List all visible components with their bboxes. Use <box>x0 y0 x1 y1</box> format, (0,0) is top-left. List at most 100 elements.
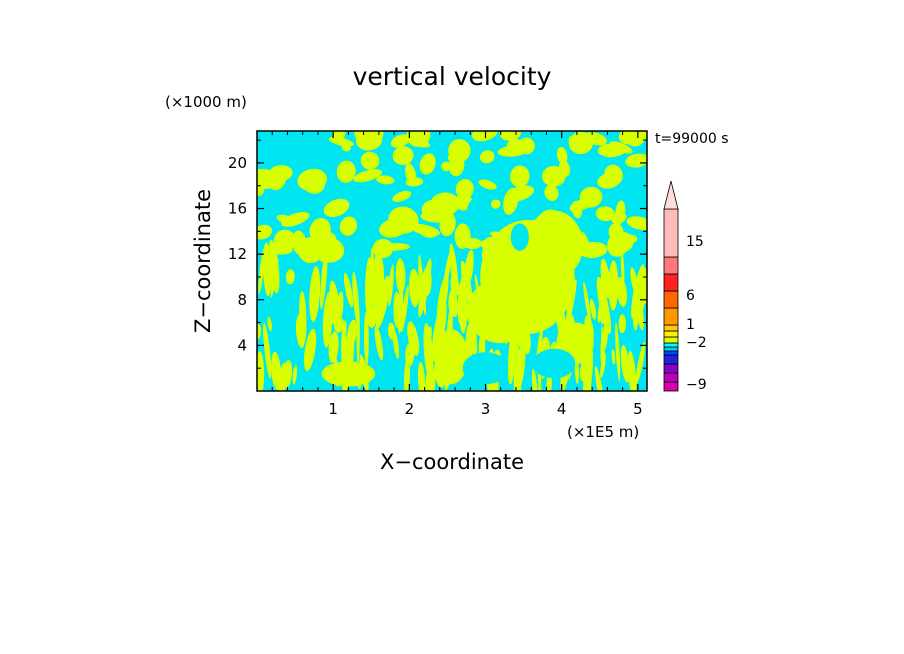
time-label: t=99000 s <box>655 131 729 147</box>
y-axis-ticks: 4 8 12 16 20 <box>228 139 647 369</box>
positive-region <box>343 272 354 308</box>
positive-region <box>466 279 536 344</box>
positive-region <box>589 298 597 320</box>
positive-region <box>257 323 262 340</box>
positive-region <box>638 267 647 290</box>
positive-region <box>409 268 420 308</box>
positive-region <box>257 168 275 182</box>
positive-region <box>405 342 415 367</box>
positive-region <box>615 322 621 381</box>
positive-region <box>320 247 328 309</box>
positive-region <box>262 242 272 297</box>
plot-frame <box>256 130 648 392</box>
positive-region <box>388 322 395 340</box>
y-tick-label: 12 <box>228 245 247 263</box>
positive-region <box>328 331 339 363</box>
colorbar-segment <box>663 256 679 275</box>
positive-region <box>635 291 644 331</box>
positive-region <box>419 153 436 175</box>
positive-region <box>395 258 406 294</box>
colorbar-segment <box>663 307 679 326</box>
colorbar-segment <box>663 363 679 374</box>
positive-region <box>620 345 630 383</box>
x-axis-ticks: 1 2 3 4 5 <box>271 131 643 418</box>
positive-region <box>643 284 647 307</box>
x-tick-label: 4 <box>557 400 567 418</box>
contour-field <box>257 131 647 391</box>
positive-region <box>616 234 638 245</box>
positive-region <box>405 137 431 148</box>
colorbar-segment <box>663 381 679 392</box>
positive-region <box>376 175 395 185</box>
positive-region <box>271 351 282 390</box>
positive-region <box>448 153 465 177</box>
x-axis-title: X−coordinate <box>380 450 524 474</box>
positive-region <box>392 190 412 202</box>
positive-region <box>257 351 265 391</box>
positive-region <box>400 285 409 333</box>
x-tick-label: 5 <box>633 400 643 418</box>
positive-region <box>267 262 274 290</box>
positive-region <box>315 237 345 263</box>
positive-region <box>479 150 495 164</box>
positive-region <box>374 325 384 361</box>
colorbar-segment <box>663 346 679 352</box>
positive-region <box>281 212 310 227</box>
positive-region <box>615 200 626 225</box>
x-tick-label: 3 <box>481 400 491 418</box>
positive-region <box>569 197 594 212</box>
positive-region <box>603 314 609 349</box>
positive-region <box>620 251 625 286</box>
positive-region <box>303 328 317 372</box>
positive-region <box>292 364 298 385</box>
positive-region <box>625 153 647 168</box>
positive-region <box>600 258 611 299</box>
positive-region <box>285 269 295 285</box>
positive-region <box>635 341 646 384</box>
colorbar-label: −2 <box>686 335 707 351</box>
positive-region <box>627 350 637 391</box>
y-tick-label: 4 <box>237 336 247 354</box>
positive-region <box>597 143 616 156</box>
positive-region <box>278 362 287 391</box>
positive-region <box>267 316 272 332</box>
positive-region <box>360 151 380 170</box>
positive-region <box>504 185 534 202</box>
colorbar-segment <box>663 324 679 332</box>
positive-region <box>390 134 410 148</box>
positive-region <box>448 294 456 317</box>
positive-region <box>450 275 460 296</box>
colorbar-segment <box>663 336 679 344</box>
y-axis-title: Z−coordinate <box>191 189 215 333</box>
positive-region <box>618 314 627 334</box>
positive-region <box>478 179 497 190</box>
positive-region <box>597 172 622 189</box>
positive-region <box>410 223 440 237</box>
colorbar: 15 6 1 −2 −9 <box>663 180 707 393</box>
x-tick-label: 2 <box>405 400 415 418</box>
positive-region <box>407 321 420 356</box>
positive-region <box>336 160 356 183</box>
y-tick-label: 20 <box>228 154 247 172</box>
colorbar-label: 1 <box>686 317 695 333</box>
positive-region <box>434 329 469 385</box>
positive-region <box>600 353 606 379</box>
positive-region <box>556 146 568 165</box>
positive-region <box>339 216 357 236</box>
negative-region <box>466 197 490 232</box>
chart-title: vertical velocity <box>353 62 552 91</box>
positive-region <box>273 229 296 251</box>
positive-region <box>263 322 272 379</box>
y-tick-label: 8 <box>237 291 247 309</box>
colorbar-segment <box>663 290 679 309</box>
positive-region <box>506 138 525 156</box>
colorbar-segment <box>663 372 679 383</box>
positive-region <box>405 177 424 187</box>
positive-region <box>568 131 594 155</box>
positive-region <box>525 210 583 280</box>
positive-region <box>328 136 354 147</box>
y-unit-label: (×1000 m) <box>165 93 247 111</box>
positive-region <box>441 161 451 172</box>
positive-region <box>491 199 501 209</box>
